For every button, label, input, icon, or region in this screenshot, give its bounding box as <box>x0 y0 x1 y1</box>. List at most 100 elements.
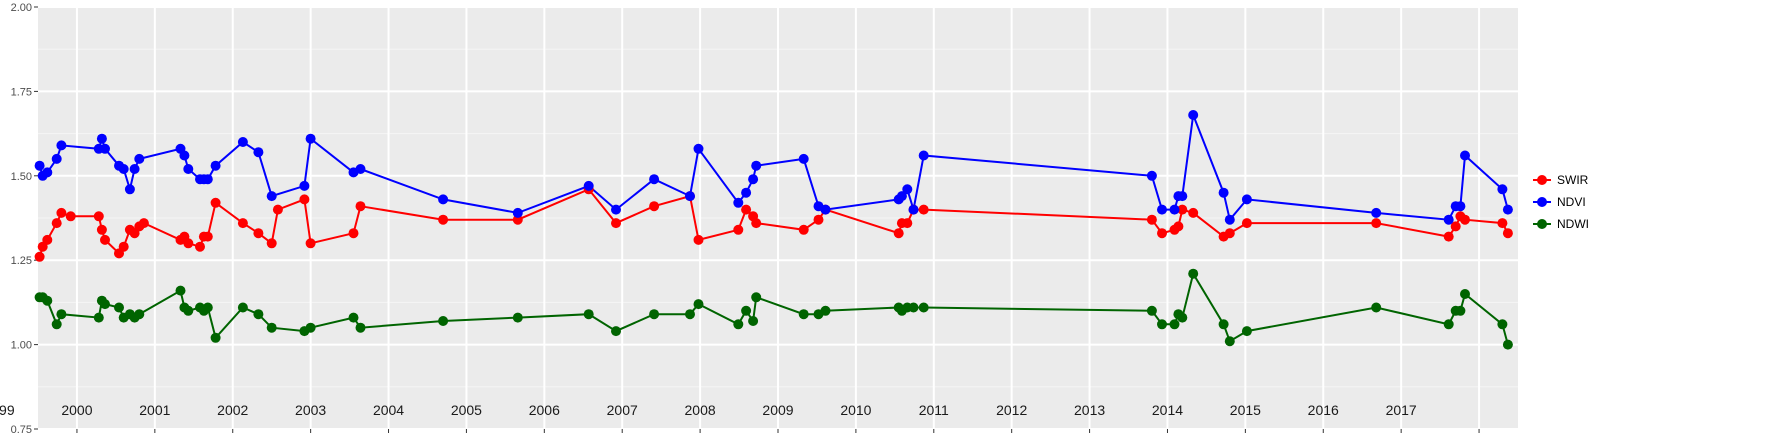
y-tick-label: 2.00 <box>11 2 32 14</box>
data-point-ndvi <box>649 174 660 185</box>
data-point-ndvi <box>134 153 145 164</box>
data-point-ndwi <box>751 292 762 303</box>
data-point-ndwi <box>649 309 660 320</box>
data-point-swir <box>893 228 904 239</box>
data-point-ndwi <box>733 319 744 330</box>
year-label: 1999 <box>0 402 15 418</box>
data-point-ndvi <box>820 204 831 215</box>
data-point-ndwi <box>114 302 124 313</box>
data-point-ndvi <box>798 153 809 164</box>
data-point-ndvi <box>918 150 929 161</box>
data-point-ndvi <box>1502 204 1513 215</box>
data-point-swir <box>1241 218 1252 229</box>
data-point-ndvi <box>129 164 140 174</box>
y-tick-label: 0.75 <box>11 424 32 436</box>
data-point-swir <box>1177 204 1188 215</box>
data-point-swir <box>299 194 310 205</box>
data-point-ndwi <box>1371 302 1382 313</box>
data-point-ndwi <box>1146 305 1157 316</box>
data-point-ndwi <box>202 302 213 313</box>
legend-label-ndvi: NDVI <box>1557 195 1586 209</box>
data-point-swir <box>611 218 621 229</box>
data-point-ndvi <box>100 143 110 154</box>
data-point-ndwi <box>438 316 449 326</box>
data-point-ndvi <box>1460 150 1470 161</box>
data-point-swir <box>42 234 53 245</box>
data-point-swir <box>813 214 824 225</box>
data-point-swir <box>741 204 752 215</box>
data-point-ndwi <box>1157 319 1167 330</box>
legend-label-swir: SWIR <box>1557 173 1589 187</box>
data-point-ndvi <box>583 180 594 191</box>
legend-key-ndwi <box>1537 219 1547 229</box>
data-point-ndvi <box>1169 204 1180 215</box>
data-point-ndwi <box>512 312 523 323</box>
data-point-ndwi <box>918 302 929 313</box>
data-point-swir <box>902 218 913 229</box>
data-point-swir <box>51 218 62 229</box>
data-point-ndvi <box>1455 201 1466 212</box>
year-label: 2015 <box>1230 402 1261 418</box>
data-point-ndwi <box>741 305 752 316</box>
data-point-ndvi <box>751 160 762 171</box>
data-point-ndvi <box>1241 194 1252 205</box>
data-point-ndwi <box>253 309 264 320</box>
data-point-ndvi <box>305 133 316 144</box>
data-point-ndwi <box>1502 339 1513 350</box>
data-point-ndvi <box>1146 170 1157 181</box>
data-point-ndwi <box>348 312 359 323</box>
data-point-ndwi <box>51 319 62 330</box>
data-point-swir <box>1460 214 1470 225</box>
x-axis: 1999 2000 2001 2002 2003 2004 2005 2006 2007 2008… <box>0 402 1480 433</box>
data-point-swir <box>93 211 104 222</box>
legend: SWIR NDVI NDWI <box>1533 173 1589 231</box>
data-point-swir <box>195 241 205 252</box>
y-tick-label: 1.00 <box>11 340 32 352</box>
year-label: 2004 <box>373 402 404 418</box>
data-point-swir <box>34 251 45 262</box>
data-point-swir <box>183 238 194 249</box>
data-point-swir <box>100 234 110 245</box>
year-label: 2014 <box>1152 402 1183 418</box>
data-point-ndvi <box>96 133 107 144</box>
data-point-ndvi <box>124 184 135 195</box>
data-point-ndwi <box>237 302 248 313</box>
year-label: 2001 <box>139 402 170 418</box>
data-point-swir <box>733 224 744 235</box>
data-point-ndvi <box>299 180 310 191</box>
data-point-ndwi <box>1224 336 1235 347</box>
data-point-swir <box>1502 228 1513 239</box>
data-point-swir <box>1371 218 1382 229</box>
data-point-swir <box>253 228 264 239</box>
data-point-ndvi <box>1157 204 1167 215</box>
data-point-ndwi <box>210 332 221 343</box>
data-point-swir <box>1497 218 1508 229</box>
year-label: 2007 <box>607 402 638 418</box>
data-point-swir <box>138 218 149 229</box>
data-point-swir <box>305 238 316 249</box>
year-label: 2016 <box>1308 402 1339 418</box>
data-point-ndvi <box>1188 110 1199 120</box>
data-point-swir <box>1450 221 1461 232</box>
data-point-ndvi <box>210 160 221 171</box>
data-point-ndwi <box>748 316 759 326</box>
data-point-ndwi <box>93 312 104 323</box>
year-label: 2000 <box>61 402 92 418</box>
data-point-ndvi <box>438 194 449 205</box>
data-point-ndvi <box>42 167 53 178</box>
data-point-ndwi <box>583 309 594 320</box>
data-point-swir <box>348 228 359 239</box>
year-label: 2017 <box>1386 402 1417 418</box>
data-point-swir <box>355 201 366 212</box>
legend-key-ndvi <box>1537 197 1547 207</box>
data-point-ndvi <box>908 204 919 215</box>
data-point-ndwi <box>1188 268 1199 279</box>
data-point-ndvi <box>902 184 913 195</box>
data-point-ndvi <box>179 150 190 161</box>
data-point-ndvi <box>34 160 45 171</box>
data-point-swir <box>1224 228 1235 239</box>
data-point-ndvi <box>51 153 62 164</box>
data-point-swir <box>202 231 213 242</box>
data-point-ndwi <box>1455 305 1466 316</box>
